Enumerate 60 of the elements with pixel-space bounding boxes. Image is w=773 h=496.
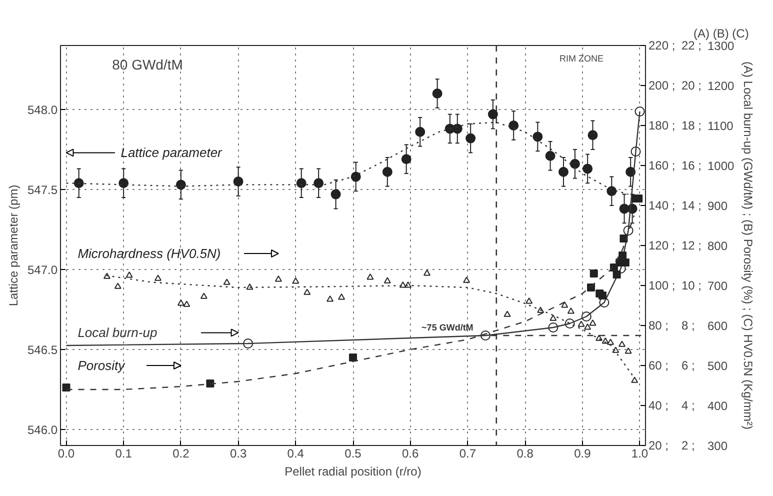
x-tick-label: 0.3 [230, 446, 247, 460]
x-tick-label: 0.6 [402, 446, 420, 460]
y3-tick-label: 2 ; [682, 438, 695, 452]
x-tick-label: 1.0 [631, 446, 648, 460]
y-tick-label: 900 [708, 199, 728, 213]
y-axis-title: Lattice parameter (pm) [6, 184, 20, 306]
y-tick-label: 547.5 [27, 183, 58, 197]
y-tick-label: 1100 [708, 119, 734, 133]
y2-tick-label: 60 ; [648, 358, 669, 372]
x-axis-title: Pellet radial position (r/ro) [284, 464, 422, 478]
y-tick-label: 700 [708, 279, 728, 293]
x-tick-label: 0.8 [516, 446, 534, 460]
x-tick-label: 0.9 [574, 446, 592, 460]
y2-tick-label: 120 ; [648, 238, 676, 252]
y3-tick-label: 4 ; [682, 398, 695, 412]
y3-tick-label: 6 ; [682, 358, 695, 372]
y3-tick-label: 12 ; [682, 238, 702, 252]
text: (A) Local burn-up (GWd/tM) ; (B) Porosity (%) ; (C) HV0.5N (Kg/mm²) [741, 61, 756, 430]
y3-tick-label: 18 ; [682, 118, 702, 132]
y2-tick-label: 20 ; [648, 438, 669, 452]
y2-tick-label: 220 ; [648, 38, 676, 52]
y3-tick-label: 22 ; [682, 38, 702, 52]
y3-tick-label: 10 ; [682, 278, 702, 292]
x-tick-label: 0.5 [344, 446, 362, 460]
y2-tick-label: 180 ; [648, 118, 676, 132]
y3-tick-label: 8 ; [682, 318, 695, 332]
y2-tick-label: 100 ; [648, 278, 676, 292]
x-tick-label: 0.0 [58, 446, 75, 460]
series-label: Porosity [78, 358, 126, 373]
x-tick-label: 0.1 [115, 446, 132, 460]
x-tick-label: 0.2 [172, 446, 190, 460]
series-label: Microhardness (HV0.5N) [78, 246, 221, 261]
y-tick-label: 800 [708, 239, 728, 253]
y-tick-label: 1200 [708, 79, 735, 93]
y-tick-label: 548.0 [27, 103, 58, 117]
y3-tick-label: 16 ; [682, 158, 702, 172]
y-tick-label: 546.5 [27, 343, 58, 357]
series-label: Lattice parameter [120, 145, 223, 160]
y3-tick-label: 20 ; [682, 78, 702, 92]
y-tick-label: 547.0 [27, 263, 58, 277]
y3-tick-label: 14 ; [682, 198, 702, 212]
y2-tick-label: 80 ; [648, 318, 669, 332]
x-tick-label: 0.7 [459, 446, 476, 460]
annotation: 80 GWd/tM [112, 56, 183, 73]
annotation: RIM ZONE [559, 53, 604, 64]
y-tick-label: 500 [708, 359, 728, 373]
y2-tick-label: 140 ; [648, 198, 676, 212]
y2-tick-label: 160 ; [648, 158, 676, 172]
y-tick-label: 1300 [708, 39, 735, 53]
x-tick-label: 0.4 [287, 446, 304, 460]
y-tick-label: 600 [708, 319, 728, 333]
y2-tick-label: 200 ; [648, 78, 676, 92]
ref-line-label: ~75 GWd/tM [422, 322, 474, 332]
y-tick-label: 546.0 [27, 423, 58, 437]
y-tick-label: 1000 [708, 159, 735, 173]
text: (A) (B) (C) [694, 26, 749, 40]
y-tick-label: 400 [708, 399, 728, 413]
y2-tick-label: 40 ; [648, 398, 669, 412]
series-label: Local burn-up [78, 325, 158, 340]
y-tick-label: 300 [708, 439, 728, 453]
